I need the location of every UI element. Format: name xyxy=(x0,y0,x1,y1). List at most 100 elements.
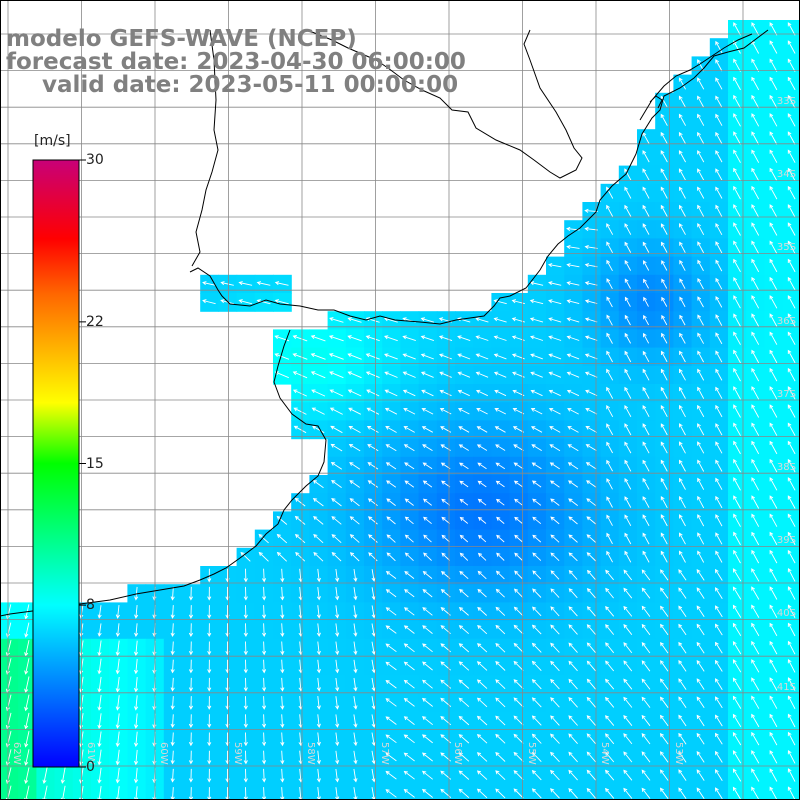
wind-arrow xyxy=(715,568,723,581)
wind-arrow xyxy=(312,479,324,489)
wind-speed-cell xyxy=(455,784,474,800)
wind-arrow xyxy=(316,696,321,710)
wind-arrow xyxy=(697,532,705,545)
wind-arrow xyxy=(586,715,597,726)
wind-arrow xyxy=(188,659,194,674)
wind-arrow xyxy=(586,642,596,653)
wind-arrow xyxy=(494,426,506,433)
wind-arrow xyxy=(385,698,397,707)
wind-speed-cell xyxy=(600,784,620,800)
wind-arrow xyxy=(732,786,742,800)
wind-arrow xyxy=(660,514,668,527)
wind-arrow xyxy=(170,714,175,729)
wind-arrow xyxy=(624,423,632,436)
wind-arrow xyxy=(586,696,597,708)
wind-arrow xyxy=(606,386,614,399)
wind-arrow xyxy=(678,95,686,108)
wind-arrow xyxy=(732,568,742,582)
wind-arrow xyxy=(531,751,542,763)
wind-arrow xyxy=(642,204,650,217)
wind-arrow xyxy=(458,788,470,799)
wind-arrow xyxy=(661,296,668,307)
wind-arrow xyxy=(262,714,267,729)
wind-arrow xyxy=(624,514,632,527)
wind-arrow xyxy=(606,332,613,344)
wind-arrow xyxy=(787,22,796,36)
wind-arrow xyxy=(280,605,285,619)
wind-arrow xyxy=(678,660,687,672)
wind-arrow xyxy=(697,495,705,509)
wind-arrow xyxy=(353,768,358,783)
wind-arrow xyxy=(697,131,705,145)
wind-arrow xyxy=(548,353,562,360)
wind-arrow xyxy=(188,641,194,656)
wind-arrow xyxy=(347,335,362,342)
wind-arrow xyxy=(733,40,741,54)
wind-arrow xyxy=(751,386,760,400)
wind-arrow xyxy=(696,732,705,745)
wind-arrow xyxy=(733,349,741,364)
wind-arrow xyxy=(477,624,488,635)
wind-arrow xyxy=(188,768,194,783)
wind-arrow xyxy=(660,569,669,581)
wind-arrow xyxy=(566,317,580,323)
wind-arrow xyxy=(586,769,597,781)
wind-arrow xyxy=(787,695,796,710)
wind-arrow xyxy=(751,185,760,200)
wind-arrow xyxy=(733,240,741,254)
wind-arrow xyxy=(715,314,723,326)
wind-arrow xyxy=(280,677,285,692)
wind-arrow xyxy=(243,586,248,601)
wind-speed-cell xyxy=(782,256,800,276)
wind-arrow xyxy=(404,462,415,470)
wind-arrow xyxy=(568,516,578,525)
wind-speed-cell xyxy=(782,347,800,367)
wind-arrow xyxy=(115,786,120,800)
wind-arrow xyxy=(97,623,102,637)
wind-arrow xyxy=(697,168,705,181)
wind-arrow xyxy=(493,371,507,378)
wind-arrow xyxy=(584,335,598,341)
wind-arrow xyxy=(403,607,415,616)
wind-arrow xyxy=(624,241,632,253)
wind-arrow xyxy=(733,222,741,236)
wind-arrow xyxy=(422,661,433,671)
wind-arrow xyxy=(733,440,741,455)
wind-arrow xyxy=(384,335,398,342)
wind-arrow xyxy=(349,498,360,507)
wind-arrow xyxy=(715,605,723,618)
wind-arrow xyxy=(97,658,102,675)
wind-arrow xyxy=(751,786,760,800)
wind-arrow xyxy=(568,733,578,745)
wind-arrow xyxy=(513,588,524,598)
wind-speed-cell xyxy=(782,729,800,749)
wind-arrow xyxy=(402,389,416,397)
wind-arrow xyxy=(207,732,212,747)
wind-arrow xyxy=(420,371,434,378)
wind-arrow xyxy=(604,733,615,745)
wind-arrow xyxy=(787,567,796,582)
wind-arrow xyxy=(697,332,704,344)
wind-speed-cell xyxy=(782,20,800,39)
wind-arrow xyxy=(477,480,487,488)
wind-arrow xyxy=(641,751,651,763)
wind-arrow xyxy=(316,587,321,601)
wind-arrow xyxy=(403,661,415,671)
wind-arrow xyxy=(567,407,579,415)
wind-arrow xyxy=(404,552,414,562)
wind-arrow xyxy=(679,368,686,381)
wind-arrow xyxy=(170,768,175,783)
wind-arrow xyxy=(769,331,778,345)
colorbar-tick-label: 8 xyxy=(86,597,95,614)
wind-arrow xyxy=(679,296,686,308)
wind-arrow xyxy=(697,477,705,490)
wind-arrow xyxy=(512,426,524,433)
wind-arrow xyxy=(404,516,414,525)
wind-speed-cell xyxy=(782,220,800,239)
wind-arrow xyxy=(313,533,324,544)
wind-arrow xyxy=(584,299,598,305)
wind-speed-cell xyxy=(782,74,800,94)
wind-arrow xyxy=(769,58,778,72)
wind-arrow xyxy=(458,697,470,708)
wind-speed-cell xyxy=(782,529,800,549)
